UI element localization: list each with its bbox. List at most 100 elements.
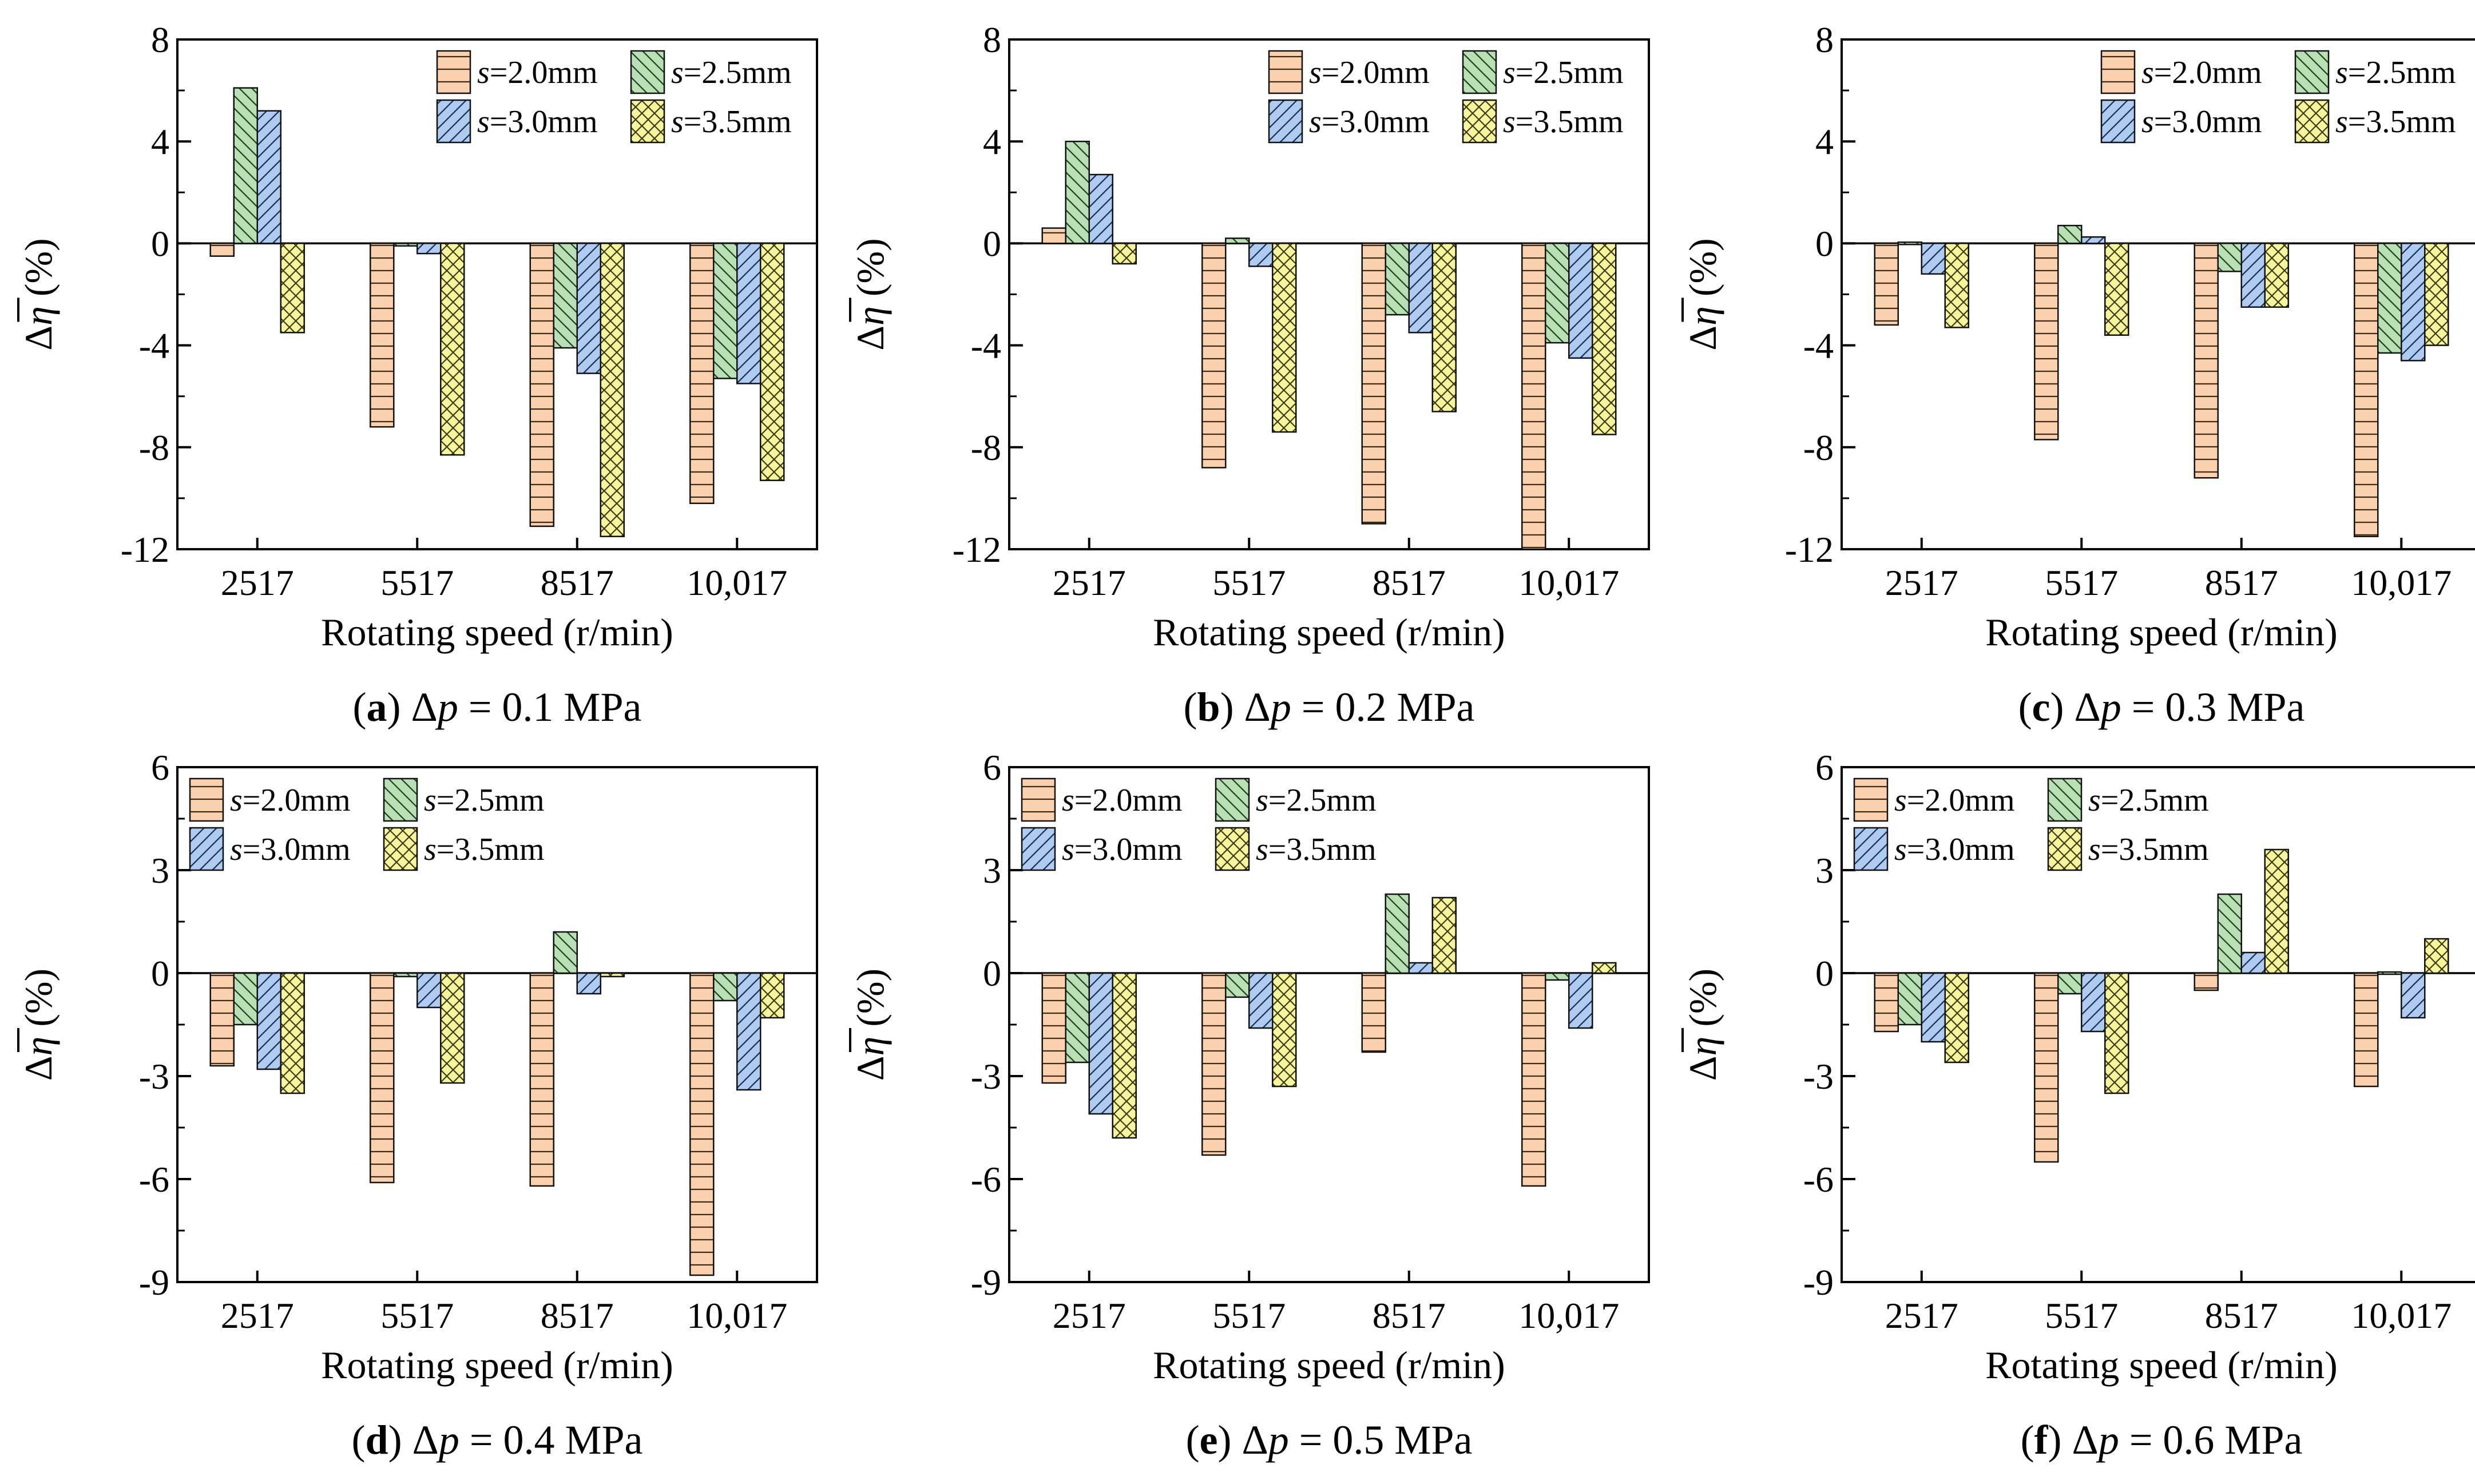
x-tick-label: 10,017	[687, 1295, 787, 1336]
y-tick-label: 8	[1815, 19, 1834, 60]
legend-label: s=3.5mm	[671, 104, 792, 140]
y-axis-title: Δη (%)	[1681, 238, 1724, 350]
bar-s-2-0mm-10017	[2354, 243, 2379, 537]
bar-s-3-0mm-2517	[1088, 173, 1113, 244]
bar-s-3-0mm-10017	[1568, 972, 1593, 1029]
bar-s-3-0mm-10017	[1568, 243, 1593, 359]
x-tick-label: 2517	[1053, 562, 1126, 603]
bar-s-2-5mm-8517	[553, 931, 578, 974]
legend-swatch	[1268, 99, 1303, 144]
bar-s-2-0mm-2517	[1874, 972, 1899, 1033]
y-tick-label: -12	[121, 529, 169, 570]
x-tick-label: 10,017	[1518, 1295, 1619, 1336]
y-tick-label: 4	[151, 121, 169, 162]
y-tick-label: -4	[1803, 326, 1834, 366]
bar-s-2-0mm-10017	[689, 243, 715, 505]
bar-s-2-0mm-5517	[2034, 972, 2059, 1163]
x-tick-label: 2517	[221, 1295, 294, 1336]
bar-s-3-0mm-2517	[1921, 972, 1946, 1043]
bar-s-3-0mm-5517	[417, 243, 442, 255]
bar-s-3-5mm-10017	[2424, 243, 2449, 346]
bar-s-3-5mm-8517	[2264, 848, 2289, 974]
y-axis-title: Δη (%)	[17, 238, 60, 350]
bar-s-3-0mm-5517	[417, 972, 442, 1009]
y-tick-label: -12	[1785, 529, 1834, 570]
bar-s-2-0mm-2517	[1874, 243, 1899, 326]
legend-label: s=2.5mm	[1503, 55, 1624, 90]
legend: s=2.0mm s=2.5mm s=3.0mm s=3.5mm	[2100, 50, 2456, 144]
bar-s-2-5mm-2517	[1065, 140, 1090, 244]
bar-s-3-0mm-8517	[1408, 243, 1433, 334]
bar-s-2-5mm-10017	[2377, 971, 2402, 975]
legend-label: s=2.0mm	[230, 783, 351, 818]
y-tick-label: 0	[1815, 223, 1834, 264]
x-tick-label: 5517	[1212, 562, 1286, 603]
bar-s-2-0mm-8517	[2194, 972, 2219, 991]
bar-s-3-0mm-10017	[736, 972, 761, 1091]
bar-s-2-5mm-10017	[713, 243, 738, 379]
y-tick-label: -3	[139, 1056, 169, 1097]
legend-label: s=2.0mm	[477, 55, 598, 90]
bar-s-3-5mm-2517	[280, 243, 305, 334]
bar-s-3-0mm-8517	[1408, 962, 1433, 974]
legend-swatch	[436, 99, 471, 144]
y-tick-label: -3	[971, 1056, 1001, 1097]
y-tick-label: 6	[1815, 747, 1834, 788]
bar-s-3-0mm-8517	[2240, 951, 2266, 974]
legend-swatch	[1268, 50, 1303, 94]
legend-swatch	[436, 50, 471, 94]
legend-swatch	[1021, 777, 1056, 822]
legend: s=2.0mm s=2.5mm s=3.0mm s=3.5mm	[1268, 50, 1624, 144]
x-tick-label: 8517	[541, 562, 614, 603]
bar-s-3-5mm-10017	[760, 972, 785, 1019]
svg-text:Δη (%): Δη (%)	[848, 969, 892, 1081]
x-tick-label: 5517	[380, 562, 454, 603]
x-axis-title: Rotating speed (r/min)	[1153, 610, 1505, 654]
bar-s-3-5mm-2517	[280, 972, 305, 1094]
bar-s-3-5mm-5517	[2104, 243, 2129, 336]
legend-label: s=2.5mm	[2088, 783, 2209, 818]
bar-s-3-5mm-5517	[1272, 972, 1297, 1088]
bar-s-2-0mm-8517	[529, 243, 554, 527]
legend-swatch	[1462, 50, 1497, 94]
legend-swatch	[2047, 827, 2083, 871]
bar-s-2-5mm-2517	[233, 972, 258, 1026]
legend-swatch	[1021, 827, 1056, 871]
bar-s-2-5mm-10017	[1545, 243, 1570, 344]
legend-swatch	[630, 99, 665, 144]
bar-s-2-5mm-2517	[233, 87, 258, 244]
svg-text:Δη (%): Δη (%)	[848, 238, 892, 350]
y-tick-label: -6	[1803, 1159, 1834, 1200]
svg-text:Δη (%): Δη (%)	[17, 238, 60, 350]
bar-s-2-5mm-8517	[2217, 243, 2242, 272]
legend-label: s=3.0mm	[1894, 832, 2015, 867]
bar-s-2-5mm-5517	[393, 243, 418, 247]
y-axis-title: Δη (%)	[17, 969, 60, 1081]
bar-s-3-0mm-5517	[1248, 972, 1274, 1029]
bar-s-2-5mm-2517	[1065, 972, 1090, 1064]
bar-s-2-0mm-10017	[689, 972, 715, 1276]
bar-s-2-0mm-10017	[1521, 243, 1546, 550]
bar-s-3-5mm-2517	[1944, 243, 1969, 328]
bar-s-2-5mm-5517	[2057, 972, 2083, 995]
legend-label: s=2.5mm	[1256, 783, 1377, 818]
panels: -12 -8 -4 0 4 8 2517 5517 8517 10,017 s=2.0mm s=2.5…	[17, 19, 2475, 1463]
legend: s=2.0mm s=2.5mm s=3.0mm s=3.5mm	[1853, 777, 2209, 871]
bar-s-3-5mm-10017	[2424, 938, 2449, 974]
bar-s-3-5mm-8517	[600, 972, 625, 978]
x-tick-label: 8517	[2205, 562, 2278, 603]
x-tick-label: 2517	[1885, 562, 1958, 603]
panel-e: -9 -6 -3 0 3 6 2517 5517 8517 10,017 s=2.0mm s=2.5m…	[848, 747, 1650, 1463]
bar-s-3-0mm-10017	[736, 243, 761, 384]
bar-s-2-5mm-8517	[2217, 893, 2242, 974]
y-tick-label: -8	[1803, 427, 1834, 468]
y-tick-label: 3	[983, 850, 1001, 891]
svg-text:Δη (%): Δη (%)	[1681, 969, 1724, 1081]
bar-s-2-0mm-5517	[1201, 972, 1227, 1156]
x-tick-label: 8517	[2205, 1295, 2278, 1336]
x-tick-label: 5517	[380, 1295, 454, 1336]
y-axis-title: Δη (%)	[1681, 969, 1724, 1081]
legend-swatch	[383, 827, 418, 871]
legend-label: s=2.5mm	[2335, 55, 2456, 90]
